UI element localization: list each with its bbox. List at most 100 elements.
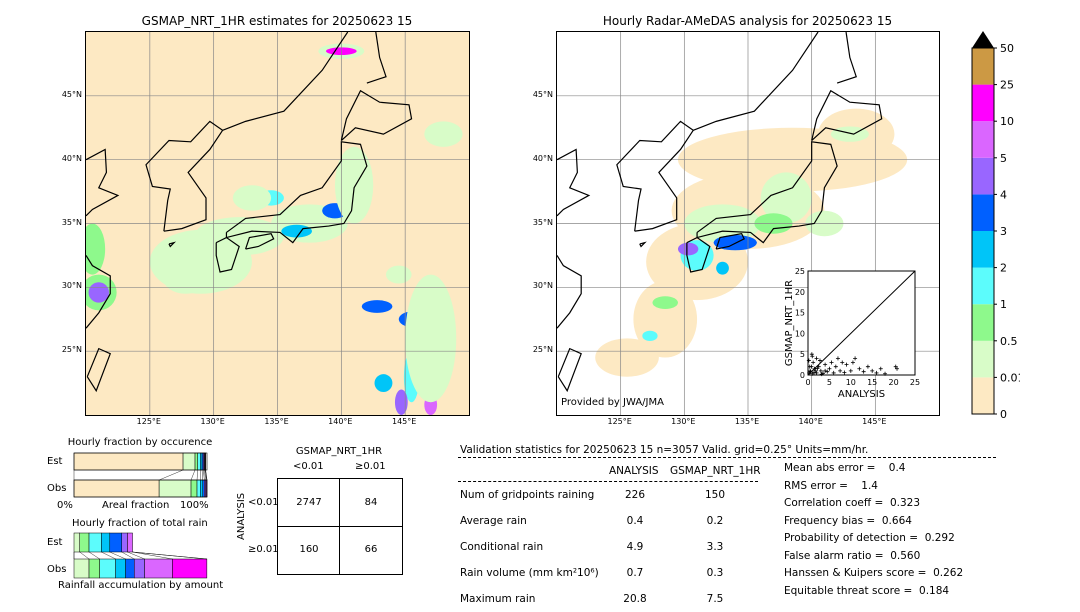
rain-area: [830, 126, 869, 142]
colorbar-band: [972, 377, 994, 414]
scatter-point: [870, 368, 875, 373]
scatter-point: [827, 366, 832, 371]
coastline: [367, 32, 386, 83]
contingency-title: GSMAP_NRT_1HR: [295, 446, 383, 457]
lon-tick: 125°E: [607, 417, 632, 426]
rain-area: [361, 300, 393, 313]
colorbar-band: [972, 48, 994, 85]
scatter-point: [808, 368, 813, 373]
scatter-point: [850, 360, 855, 365]
colorbar-label: 0.01: [1000, 371, 1020, 384]
coastline: [716, 234, 744, 249]
lat-tick: 35°N: [532, 217, 553, 227]
score: Frequency bias = 0.664: [784, 514, 912, 527]
map-credit: Provided by JWA/JMA: [561, 397, 664, 408]
scatter-point: [853, 356, 858, 361]
lon-tick: 130°E: [200, 417, 225, 426]
rainfall-est-segment: [127, 532, 133, 553]
scatter-point: [893, 364, 898, 369]
scatter-point: [829, 360, 834, 365]
scatter-point: [825, 369, 830, 374]
scatter-point: [811, 360, 816, 365]
y-tick: 0: [800, 371, 805, 380]
coastline: [557, 149, 589, 215]
occurrence-est-segment: [197, 452, 201, 471]
scatter-point: [840, 360, 845, 365]
scatter-point: [806, 358, 811, 363]
total-rain-title: Hourly fraction of total rain: [72, 518, 208, 529]
rain-area: [334, 146, 374, 224]
colorbar-label: 1: [1000, 298, 1007, 311]
scatter-point: [808, 369, 813, 374]
coastline: [558, 349, 581, 391]
coastline: [837, 32, 856, 83]
colorbar-band: [972, 157, 994, 195]
occurrence-obs-segment: [158, 479, 192, 498]
scatter-point: [815, 366, 820, 371]
x-axis-label: ANALYSIS: [838, 389, 885, 400]
scatter-point: [857, 366, 862, 371]
colorbar-band: [972, 194, 994, 231]
coastline: [693, 32, 818, 130]
rainfall-obs-segment: [73, 558, 90, 579]
right-map: [556, 31, 940, 416]
lon-tick: 135°E: [264, 417, 289, 426]
right-map-title: Hourly Radar-AMeDAS analysis for 2025062…: [602, 14, 893, 28]
rain-area: [642, 330, 658, 341]
colorbar-band: [972, 304, 994, 341]
row-header-ge: ≥0.01: [248, 544, 279, 555]
lat-tick: 40°N: [61, 153, 82, 163]
y-axis-label: GSMAP_NRT_1HR: [784, 280, 795, 366]
y-tick: 20: [795, 288, 805, 297]
rainfall-obs-segment: [172, 558, 208, 579]
scatter-point: [883, 371, 888, 376]
colorbar-band: [972, 267, 994, 305]
rain-area: [194, 217, 284, 256]
stat-label: Maximum rain: [460, 593, 536, 605]
rain-area: [595, 338, 659, 377]
scatter-point: [848, 368, 853, 373]
col-analysis: ANALYSIS: [609, 465, 659, 477]
lon-tick: 125°E: [136, 417, 161, 426]
scatter-point: [810, 354, 815, 359]
lon-tick: 145°E: [391, 417, 417, 426]
tick-100pct: 100%: [180, 500, 209, 511]
y-tick: 15: [795, 309, 805, 318]
occurrence-obs-segment: [196, 479, 201, 498]
score: Mean abs error = 0.4: [784, 462, 906, 474]
row-header-lt: <0.01: [248, 497, 279, 508]
scatter-point: [809, 352, 814, 357]
score: Hanssen & Kuipers score = 0.262: [784, 567, 964, 579]
scatter-point: [842, 370, 847, 375]
scatter-point: [814, 370, 819, 375]
x-tick: 10: [846, 378, 856, 387]
stat-label: Rain volume (mm km²10⁶): [460, 567, 599, 579]
colorbar-label: 25: [1000, 79, 1014, 92]
contingency-table: 2747 84 160 66: [277, 478, 403, 575]
occurrence-title: Hourly fraction by occurence: [67, 437, 213, 448]
cell: 66: [364, 544, 378, 555]
score: False alarm ratio = 0.560: [784, 549, 921, 562]
lon-tick: 135°E: [734, 417, 760, 426]
rainfall-obs-segment: [115, 558, 126, 579]
diagonal-line: [807, 270, 916, 376]
occurrence-obs-segment: [73, 479, 160, 498]
colorbar-band: [972, 231, 994, 268]
occurrence-est-segment: [182, 452, 196, 471]
cell: 160: [299, 544, 319, 555]
lat-tick: 30°N: [532, 281, 553, 291]
rainfall-est-segment: [79, 532, 90, 553]
scatter-point: [807, 364, 812, 369]
coastline: [86, 255, 110, 328]
x-tick: 5: [827, 378, 832, 387]
scatter-point: [861, 369, 866, 374]
lon-tick: 145°E: [862, 417, 887, 426]
lat-tick: 45°N: [532, 89, 553, 99]
coastline: [87, 349, 110, 391]
scatter-point: [895, 366, 900, 371]
tick-0pct: 0%: [57, 500, 73, 511]
col-header-lt: <0.01: [293, 461, 324, 472]
colorbar-extend-arrow: [972, 31, 994, 48]
rainfall-obs-segment: [125, 558, 135, 579]
